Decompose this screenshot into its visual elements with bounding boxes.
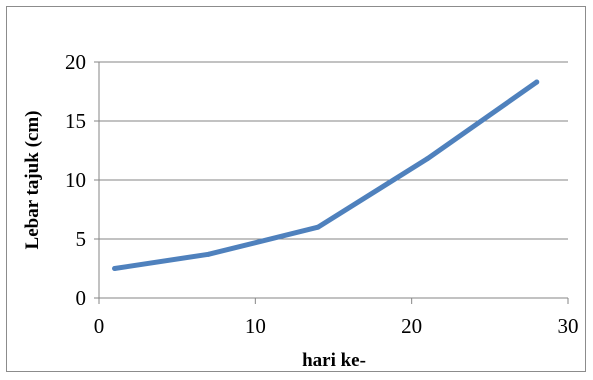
x-tick-label: 30	[558, 314, 579, 338]
axes	[94, 61, 569, 304]
x-tick-label: 20	[401, 314, 422, 338]
x-axis-title: hari ke-	[302, 350, 366, 371]
y-axis-title: Lebar tajuk (cm)	[22, 111, 43, 250]
series-line	[112, 79, 540, 271]
tick-labels: 0 5 10 15 20 0 10 20 30	[65, 50, 579, 338]
y-tick-label: 20	[65, 50, 86, 74]
data-point	[424, 156, 430, 162]
y-tick-label: 10	[65, 168, 86, 192]
data-point	[315, 224, 321, 230]
data-point	[112, 266, 118, 271]
gridlines	[99, 61, 568, 240]
y-tick-label: 15	[65, 109, 86, 133]
chart-frame	[6, 6, 586, 372]
data-point	[534, 79, 540, 85]
y-tick-label: 5	[76, 227, 87, 251]
series-lines	[112, 79, 540, 271]
data-point	[205, 251, 211, 257]
y-tick-label: 0	[76, 286, 87, 310]
x-tick-label: 10	[245, 314, 266, 338]
x-tick-label: 0	[94, 314, 105, 338]
